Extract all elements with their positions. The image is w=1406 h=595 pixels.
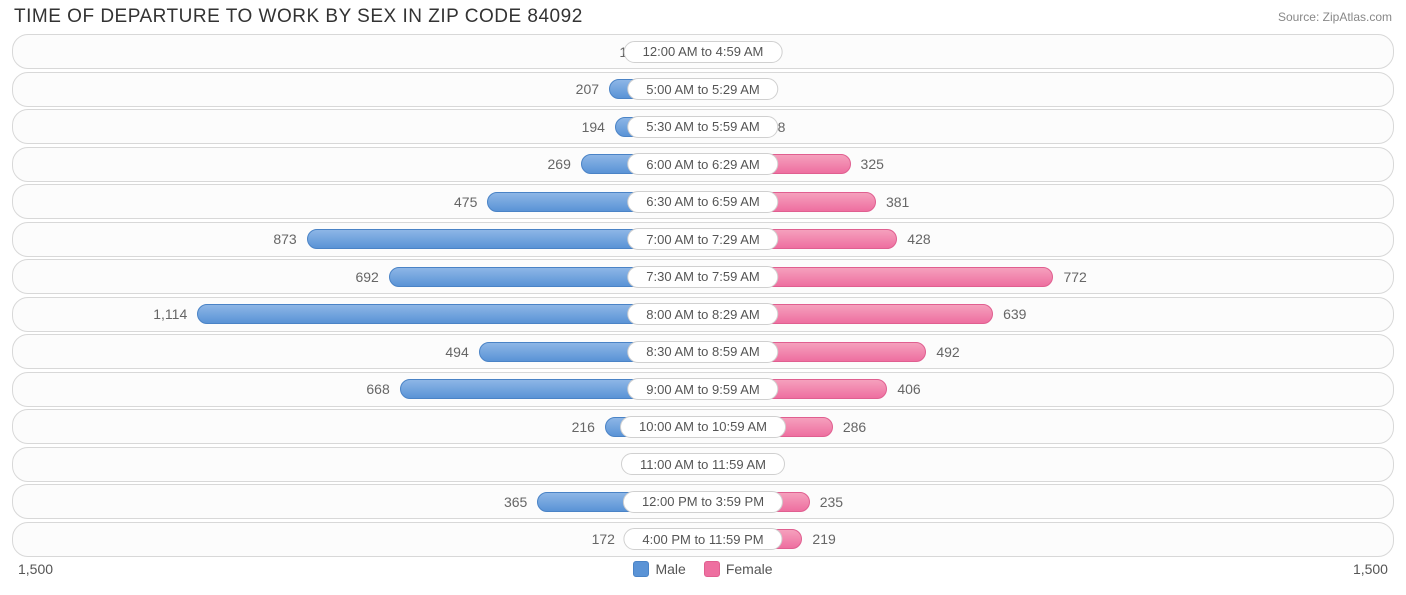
chart-footer: 1,500 Male Female 1,500: [0, 559, 1406, 577]
male-value: 873: [273, 231, 296, 247]
male-value: 194: [582, 119, 605, 135]
chart-source: Source: ZipAtlas.com: [1278, 10, 1392, 24]
chart-row: 1,114 639 8:00 AM to 8:29 AM: [12, 297, 1394, 332]
male-swatch-icon: [633, 561, 649, 577]
chart-row: 944111:00 AM to 11:59 AM: [12, 447, 1394, 482]
chart-row: 207675:00 AM to 5:29 AM: [12, 72, 1394, 107]
chart-row: 475 381 6:30 AM to 6:59 AM: [12, 184, 1394, 219]
male-value: 207: [576, 81, 599, 97]
legend-male: Male: [633, 561, 685, 577]
chart-row: 365 235 12:00 PM to 3:59 PM: [12, 484, 1394, 519]
chart-row: 494 492 8:30 AM to 8:59 AM: [12, 334, 1394, 369]
female-value: 381: [886, 194, 909, 210]
female-value: 428: [907, 231, 930, 247]
legend: Male Female: [633, 561, 772, 577]
legend-female-label: Female: [726, 561, 773, 577]
chart-row: 1941085:30 AM to 5:59 AM: [12, 109, 1394, 144]
time-range-label: 8:30 AM to 8:59 AM: [627, 341, 778, 363]
chart-row: 172 219 4:00 PM to 11:59 PM: [12, 522, 1394, 557]
male-value: 269: [548, 156, 571, 172]
female-value: 639: [1003, 306, 1026, 322]
male-value: 172: [592, 531, 615, 547]
chart-row: 873 428 7:00 AM to 7:29 AM: [12, 222, 1394, 257]
female-value: 325: [861, 156, 884, 172]
chart-area: 1138512:00 AM to 4:59 AM207675:00 AM to …: [0, 32, 1406, 557]
chart-row: 692 772 7:30 AM to 7:59 AM: [12, 259, 1394, 294]
male-value: 365: [504, 494, 527, 510]
female-value: 219: [812, 531, 835, 547]
axis-left-max: 1,500: [18, 561, 53, 577]
axis-right-max: 1,500: [1353, 561, 1388, 577]
legend-female: Female: [704, 561, 773, 577]
female-value: 492: [936, 344, 959, 360]
legend-male-label: Male: [655, 561, 685, 577]
time-range-label: 4:00 PM to 11:59 PM: [623, 528, 782, 550]
time-range-label: 9:00 AM to 9:59 AM: [627, 378, 778, 400]
female-value: 235: [820, 494, 843, 510]
chart-row: 216 286 10:00 AM to 10:59 AM: [12, 409, 1394, 444]
female-value: 406: [897, 381, 920, 397]
time-range-label: 12:00 AM to 4:59 AM: [624, 41, 783, 63]
male-value: 692: [355, 269, 378, 285]
time-range-label: 5:00 AM to 5:29 AM: [627, 78, 778, 100]
time-range-label: 10:00 AM to 10:59 AM: [620, 416, 786, 438]
time-range-label: 6:30 AM to 6:59 AM: [627, 191, 778, 213]
male-value: 216: [572, 419, 595, 435]
chart-title: TIME OF DEPARTURE TO WORK BY SEX IN ZIP …: [14, 6, 583, 28]
male-value: 494: [445, 344, 468, 360]
female-value: 286: [843, 419, 866, 435]
time-range-label: 6:00 AM to 6:29 AM: [627, 153, 778, 175]
chart-row: 668 406 9:00 AM to 9:59 AM: [12, 372, 1394, 407]
time-range-label: 12:00 PM to 3:59 PM: [623, 491, 783, 513]
chart-header: TIME OF DEPARTURE TO WORK BY SEX IN ZIP …: [0, 0, 1406, 32]
male-value: 668: [366, 381, 389, 397]
male-value: 1,114: [153, 306, 187, 322]
time-range-label: 7:30 AM to 7:59 AM: [627, 266, 778, 288]
time-range-label: 5:30 AM to 5:59 AM: [627, 116, 778, 138]
time-range-label: 11:00 AM to 11:59 AM: [621, 453, 785, 475]
female-value: 772: [1063, 269, 1086, 285]
time-range-label: 8:00 AM to 8:29 AM: [627, 303, 778, 325]
time-range-label: 7:00 AM to 7:29 AM: [627, 228, 778, 250]
female-swatch-icon: [704, 561, 720, 577]
chart-row: 269 325 6:00 AM to 6:29 AM: [12, 147, 1394, 182]
chart-row: 1138512:00 AM to 4:59 AM: [12, 34, 1394, 69]
male-value: 475: [454, 194, 477, 210]
